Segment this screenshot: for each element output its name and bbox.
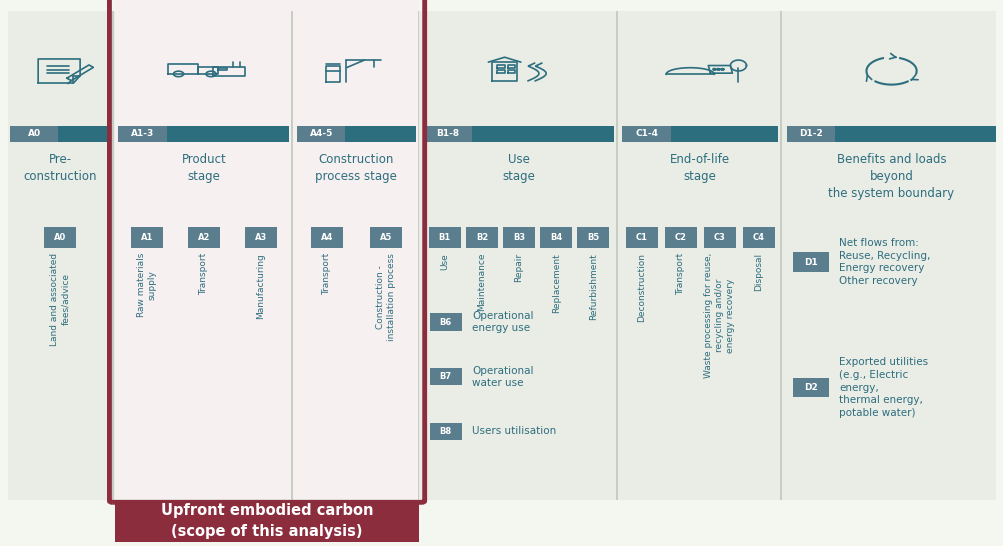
Text: A4: A4 (320, 233, 333, 242)
Bar (118, 126, 289, 142)
Bar (118, 126, 166, 142)
Bar (703, 227, 735, 248)
Text: A4-5: A4-5 (309, 129, 333, 138)
Bar (465, 227, 497, 248)
Text: Use: Use (440, 253, 448, 270)
Text: B1-8: B1-8 (435, 129, 459, 138)
Text: Land and associated
fees/advice: Land and associated fees/advice (50, 253, 70, 346)
Text: Exported utilities
(e.g., Electric
energy,
thermal energy,
potable water): Exported utilities (e.g., Electric energ… (839, 357, 928, 418)
Text: A1-3: A1-3 (130, 129, 154, 138)
Text: Use
stage: Use stage (503, 153, 535, 183)
Bar (8, 11, 995, 500)
Bar (112, 11, 114, 500)
Text: Raw materials
supply: Raw materials supply (136, 253, 156, 317)
Text: D1-2: D1-2 (798, 129, 822, 138)
Bar (130, 227, 162, 248)
Text: Construction -
installation process: Construction - installation process (376, 253, 395, 341)
Text: Construction
process stage: Construction process stage (315, 153, 397, 183)
Bar (622, 126, 670, 142)
Text: B7: B7 (439, 372, 451, 381)
Text: A1: A1 (140, 233, 152, 242)
Text: C1: C1 (635, 233, 647, 242)
Bar (429, 313, 461, 331)
Bar (245, 227, 277, 248)
Text: Net flows from:
Reuse, Recycling,
Energy recovery
Other recovery: Net flows from: Reuse, Recycling, Energy… (839, 238, 930, 286)
Bar (577, 227, 609, 248)
Text: Users utilisation: Users utilisation (471, 426, 556, 436)
Text: A5: A5 (379, 233, 392, 242)
Text: A0: A0 (27, 129, 41, 138)
Bar (291, 11, 293, 500)
Text: B2: B2 (475, 233, 487, 242)
Text: Benefits and loads
beyond
the system boundary: Benefits and loads beyond the system bou… (827, 153, 954, 200)
Bar (540, 227, 572, 248)
Bar (188, 227, 220, 248)
Text: D2: D2 (803, 383, 817, 392)
Bar (369, 227, 401, 248)
Text: A3: A3 (255, 233, 267, 242)
Text: Waste processing for reuse,
recycling and/or
energy recovery: Waste processing for reuse, recycling an… (704, 253, 734, 378)
Text: Deconstruction: Deconstruction (637, 253, 646, 322)
Bar (417, 11, 419, 500)
Text: End-of-life
stage: End-of-life stage (670, 153, 729, 183)
Text: B6: B6 (439, 318, 451, 327)
Bar (428, 227, 460, 248)
Text: C3: C3 (713, 233, 725, 242)
Bar (429, 423, 461, 440)
Bar (423, 126, 471, 142)
Bar (297, 126, 345, 142)
Bar (297, 126, 415, 142)
Text: Refurbishment: Refurbishment (589, 253, 597, 319)
Text: Repair: Repair (515, 253, 523, 282)
Text: A2: A2 (198, 233, 210, 242)
Bar (311, 227, 343, 248)
Text: B1: B1 (438, 233, 450, 242)
Text: Pre-
construction: Pre- construction (23, 153, 97, 183)
Text: C2: C2 (674, 233, 686, 242)
Bar (786, 126, 834, 142)
Bar (429, 368, 461, 385)
Bar (423, 126, 614, 142)
Bar (503, 227, 535, 248)
Text: B3: B3 (513, 233, 525, 242)
Bar (742, 227, 774, 248)
Bar (115, 0, 418, 499)
Text: Transport: Transport (200, 253, 208, 295)
Text: D1: D1 (803, 258, 817, 266)
Bar (664, 227, 696, 248)
Text: B5: B5 (587, 233, 599, 242)
Bar (625, 227, 657, 248)
Text: Replacement: Replacement (552, 253, 560, 312)
Bar (10, 126, 58, 142)
Text: Operational
water use: Operational water use (471, 365, 533, 388)
Bar (616, 11, 618, 500)
Bar (115, 501, 418, 542)
Bar (792, 378, 828, 397)
Text: C4: C4 (752, 233, 764, 242)
Bar (792, 252, 828, 272)
Bar (622, 126, 777, 142)
Text: Upfront embodied carbon
(scope of this analysis): Upfront embodied carbon (scope of this a… (160, 503, 373, 539)
Text: B8: B8 (439, 427, 451, 436)
Bar (10, 126, 110, 142)
Text: Disposal: Disposal (753, 253, 762, 291)
Text: Transport: Transport (322, 253, 331, 295)
Bar (786, 126, 995, 142)
Text: Transport: Transport (676, 253, 685, 295)
Text: B4: B4 (550, 233, 562, 242)
Bar (44, 227, 76, 248)
Text: Maintenance: Maintenance (477, 253, 485, 311)
Text: C1-4: C1-4 (635, 129, 657, 138)
Text: A0: A0 (54, 233, 66, 242)
Text: Product
stage: Product stage (182, 153, 226, 183)
Text: Operational
energy use: Operational energy use (471, 311, 533, 334)
Bar (779, 11, 781, 500)
Text: Manufacturing: Manufacturing (256, 253, 265, 318)
